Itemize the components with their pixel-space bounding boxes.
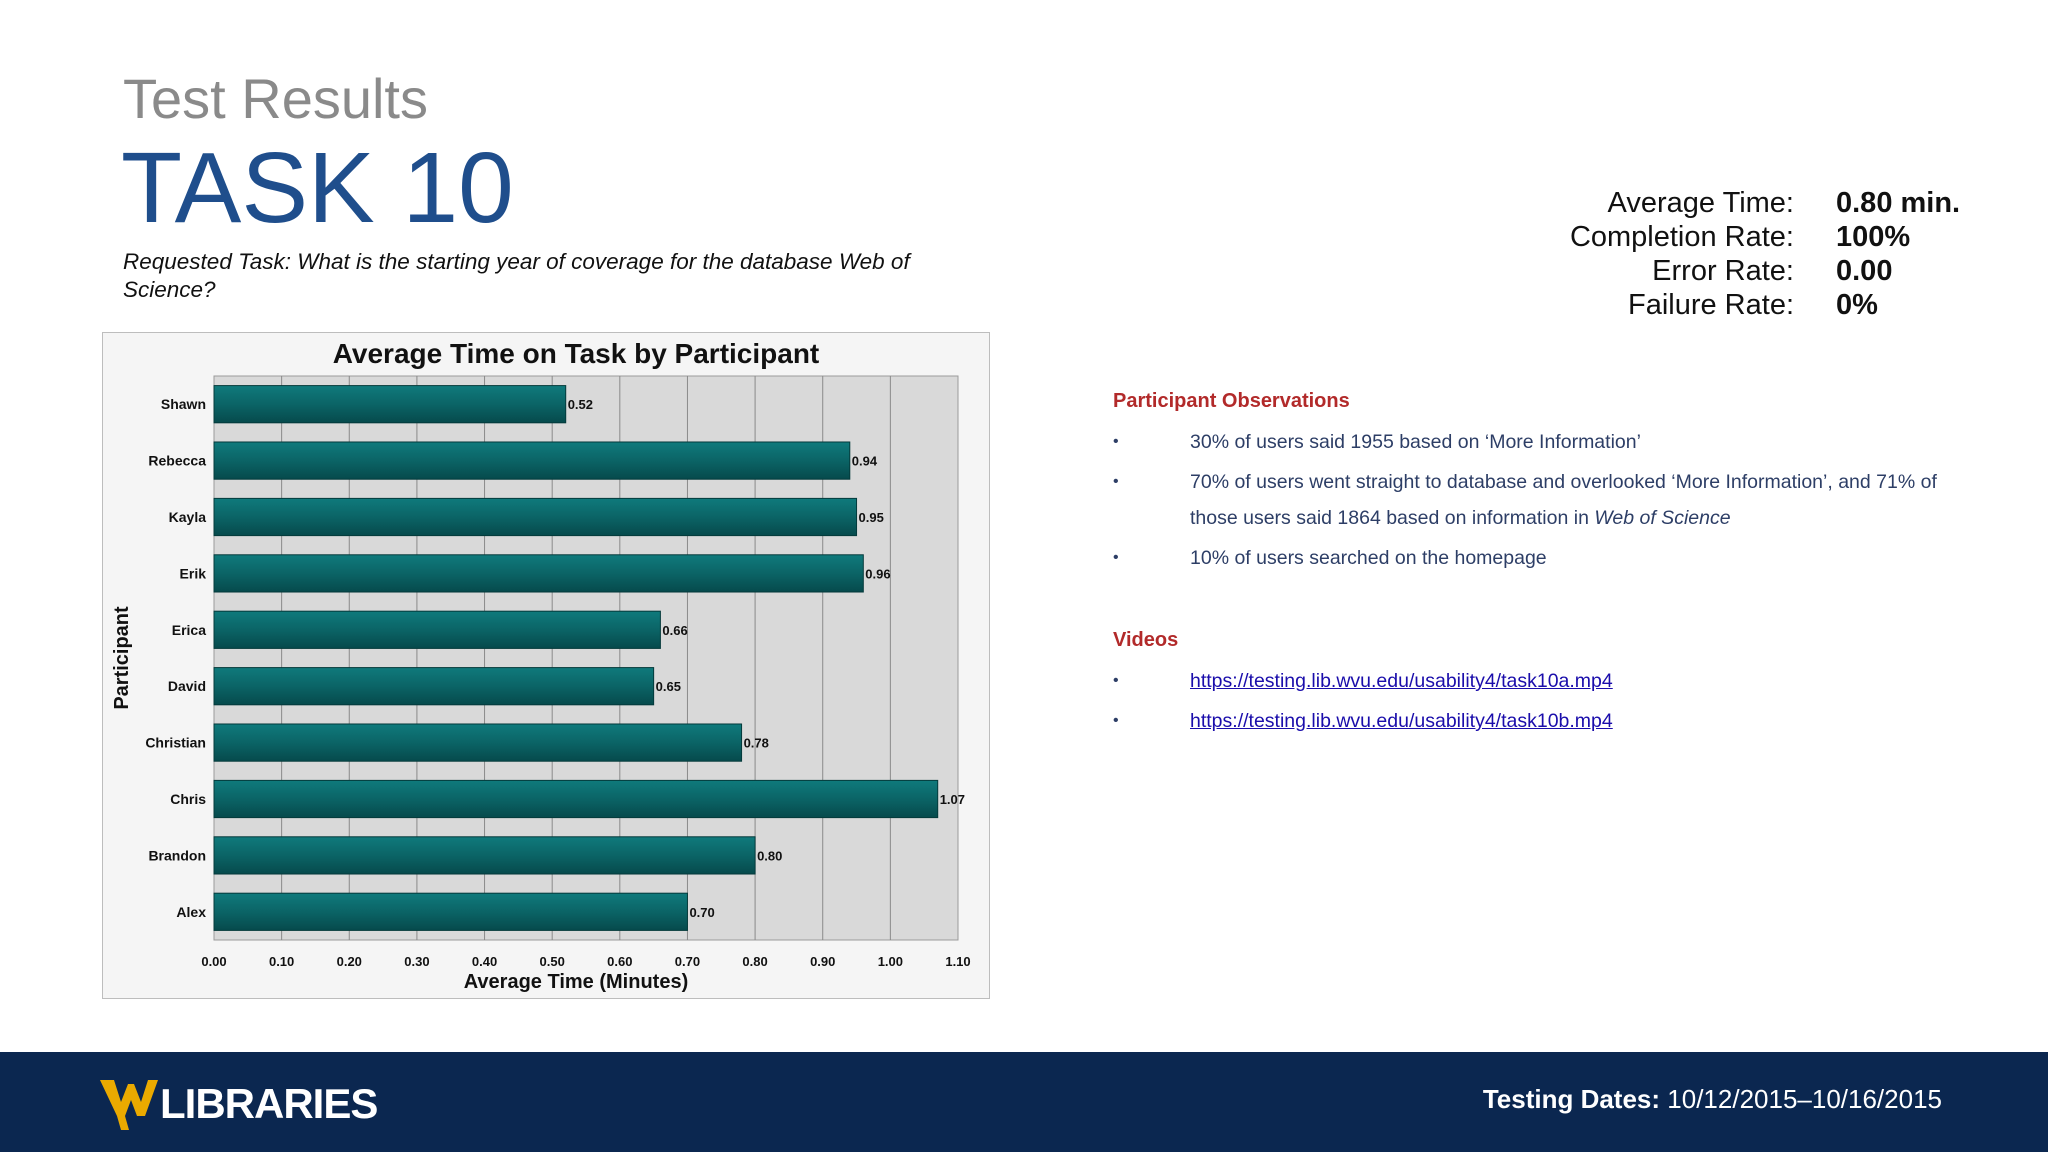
metric-failure-rate: Failure Rate: 0%	[1500, 288, 2040, 322]
list-item: • https://testing.lib.wvu.edu/usability4…	[1113, 703, 1613, 739]
bar	[213, 385, 567, 424]
video-link-b[interactable]: https://testing.lib.wvu.edu/usability4/t…	[1190, 710, 1613, 732]
data-label: 0.96	[865, 566, 890, 581]
y-axis-label: Participant	[111, 606, 133, 710]
data-label: 0.65	[656, 679, 681, 694]
x-tick-label: 0.60	[607, 954, 632, 969]
observation-text: 10% of users searched on the homepage	[1190, 547, 1547, 569]
bar	[213, 667, 655, 706]
bullet-icon: •	[1113, 433, 1119, 450]
bar-chart: Average Time on Task by Participant 0.00 0…	[111, 338, 971, 993]
y-tick-label: Kayla	[169, 509, 207, 525]
metric-label: Average Time:	[1607, 186, 1794, 219]
bullet-icon: •	[1113, 712, 1119, 729]
dates-value: 10/12/2015–10/16/2015	[1667, 1084, 1942, 1114]
x-tick-label: 1.10	[945, 954, 970, 969]
metric-value: 0.00	[1836, 254, 1893, 287]
y-tick-label: Chris	[170, 791, 206, 807]
bar	[213, 723, 743, 762]
y-tick-label: Rebecca	[148, 453, 206, 469]
list-item: • 10% of users searched on the homepage	[1113, 540, 1963, 576]
x-tick-label: 0.10	[269, 954, 294, 969]
bar	[213, 892, 688, 931]
x-tick-label: 0.70	[675, 954, 700, 969]
metric-average-time: Average Time: 0.80 min.	[1500, 186, 2040, 220]
data-label: 0.70	[689, 905, 714, 920]
x-tick-label: 0.40	[472, 954, 497, 969]
x-tick-label: 0.50	[540, 954, 565, 969]
metrics-panel: Average Time: 0.80 min. Completion Rate:…	[1500, 186, 2040, 322]
x-tick-label: 0.20	[337, 954, 362, 969]
y-tick-label: Erik	[180, 565, 207, 581]
bar	[213, 836, 756, 875]
slide-subtitle: Test Results	[123, 67, 428, 130]
wv-logo-icon	[100, 1080, 158, 1130]
testing-dates: Testing Dates: 10/12/2015–10/16/2015	[1483, 1084, 1942, 1115]
chart-title: Average Time on Task by Participant	[333, 338, 820, 369]
wv-libraries-logo: LIBRARIES	[100, 1076, 400, 1130]
bullet-icon: •	[1113, 473, 1119, 490]
x-tick-label: 0.90	[810, 954, 835, 969]
observation-emphasis: Web of Science	[1594, 507, 1731, 529]
observations-heading: Participant Observations	[1113, 390, 1350, 412]
y-tick-label: Christian	[145, 735, 206, 751]
metric-value: 0%	[1836, 288, 1878, 321]
observation-text: 30% of users said 1955 based on ‘More In…	[1190, 431, 1641, 453]
y-tick-label: Shawn	[161, 396, 206, 412]
y-tick-label: Alex	[176, 904, 206, 920]
observation-text: 70% of users went straight to database a…	[1190, 471, 1937, 529]
list-item: • 70% of users went straight to database…	[1113, 464, 1963, 536]
video-link-a[interactable]: https://testing.lib.wvu.edu/usability4/t…	[1190, 670, 1613, 692]
videos-list: • https://testing.lib.wvu.edu/usability4…	[1113, 663, 1613, 743]
metric-label: Completion Rate:	[1569, 220, 1794, 253]
y-tick-label: Brandon	[148, 847, 206, 863]
metric-value: 100%	[1836, 220, 1911, 253]
metric-value: 0.80 min.	[1836, 186, 1961, 219]
bullet-icon: •	[1113, 672, 1119, 689]
metric-label: Error Rate:	[1652, 254, 1794, 287]
x-axis-label: Average Time (Minutes)	[464, 971, 689, 993]
data-label: 0.80	[757, 848, 782, 863]
footer-bar: LIBRARIES Testing Dates: 10/12/2015–10/1…	[0, 1052, 2048, 1152]
data-label: 0.95	[859, 510, 884, 525]
bullet-icon: •	[1113, 549, 1119, 566]
data-label: 0.94	[852, 454, 878, 469]
bar	[213, 779, 939, 819]
data-label: 0.66	[662, 623, 687, 638]
logo-text: LIBRARIES	[160, 1080, 378, 1127]
metric-error-rate: Error Rate: 0.00	[1500, 254, 2040, 288]
dates-label: Testing Dates:	[1482, 1084, 1661, 1114]
data-label: 1.07	[940, 792, 965, 807]
y-tick-label: David	[168, 678, 206, 694]
x-tick-label: 1.00	[878, 954, 903, 969]
slide-title: TASK 10	[121, 132, 514, 244]
bar	[213, 497, 858, 537]
bar	[213, 610, 661, 649]
x-tick-label: 0.30	[404, 954, 429, 969]
bar	[213, 554, 864, 593]
observations-list: • 30% of users said 1955 based on ‘More …	[1113, 424, 1963, 580]
x-tick-label: 0.00	[201, 954, 226, 969]
list-item: • https://testing.lib.wvu.edu/usability4…	[1113, 663, 1613, 699]
data-label: 0.78	[744, 736, 769, 751]
chart-container: Average Time on Task by Participant 0.00 0…	[102, 332, 990, 999]
data-label: 0.52	[568, 397, 593, 412]
bar	[213, 441, 851, 480]
task-description: Requested Task: What is the starting yea…	[123, 249, 910, 303]
videos-heading: Videos	[1113, 629, 1179, 651]
metric-label: Failure Rate:	[1627, 288, 1794, 321]
y-tick-label: Erica	[172, 622, 206, 638]
metric-completion-rate: Completion Rate: 100%	[1500, 220, 2040, 254]
list-item: • 30% of users said 1955 based on ‘More …	[1113, 424, 1963, 460]
x-tick-label: 0.80	[742, 954, 767, 969]
